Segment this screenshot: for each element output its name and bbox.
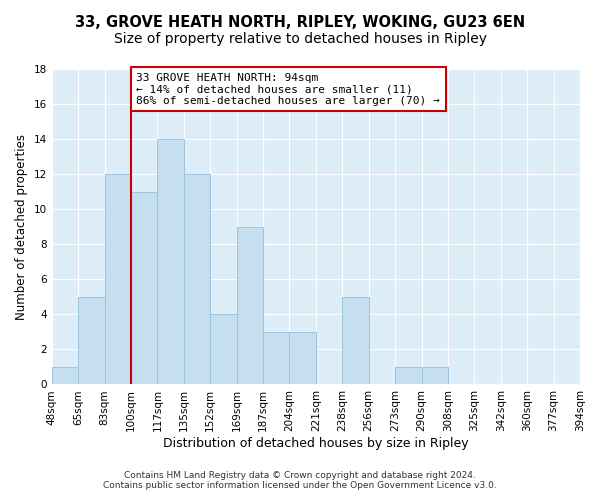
Bar bbox=[289, 332, 316, 384]
Bar bbox=[342, 297, 368, 384]
Bar bbox=[184, 174, 210, 384]
Bar bbox=[104, 174, 131, 384]
Bar bbox=[395, 367, 421, 384]
Text: Size of property relative to detached houses in Ripley: Size of property relative to detached ho… bbox=[113, 32, 487, 46]
Bar bbox=[157, 139, 184, 384]
Bar bbox=[236, 226, 263, 384]
Bar bbox=[131, 192, 157, 384]
Text: 33 GROVE HEATH NORTH: 94sqm
← 14% of detached houses are smaller (11)
86% of sem: 33 GROVE HEATH NORTH: 94sqm ← 14% of det… bbox=[136, 72, 440, 106]
Y-axis label: Number of detached properties: Number of detached properties bbox=[15, 134, 28, 320]
X-axis label: Distribution of detached houses by size in Ripley: Distribution of detached houses by size … bbox=[163, 437, 469, 450]
Bar bbox=[210, 314, 236, 384]
Bar bbox=[52, 367, 78, 384]
Bar bbox=[263, 332, 289, 384]
Bar bbox=[78, 297, 104, 384]
Text: Contains HM Land Registry data © Crown copyright and database right 2024.
Contai: Contains HM Land Registry data © Crown c… bbox=[103, 470, 497, 490]
Text: 33, GROVE HEATH NORTH, RIPLEY, WOKING, GU23 6EN: 33, GROVE HEATH NORTH, RIPLEY, WOKING, G… bbox=[75, 15, 525, 30]
Bar bbox=[421, 367, 448, 384]
